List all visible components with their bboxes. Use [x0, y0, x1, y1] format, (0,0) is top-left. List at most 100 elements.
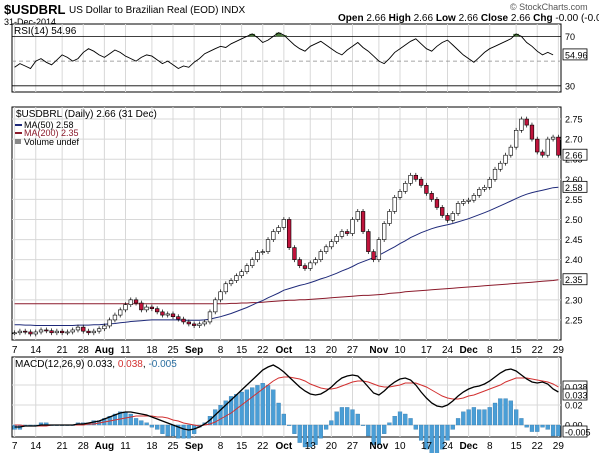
stockcharts-watermark: © StockCharts.com — [510, 2, 588, 12]
macd-histogram-bar — [424, 424, 429, 450]
candle-up — [202, 321, 207, 325]
macd-histogram-bar — [255, 385, 260, 426]
macd-histogram-bar — [271, 389, 276, 426]
macd-histogram-bar — [339, 407, 345, 426]
candle-down — [286, 219, 292, 248]
price-panel: 2.252.302.352.402.452.502.552.602.652.70… — [11, 106, 588, 341]
candle-up — [281, 219, 287, 228]
candle-up — [492, 168, 498, 180]
macd-legend-signal: 0.038 — [118, 359, 143, 370]
ma200-value-label-box — [562, 273, 588, 286]
candle-down — [133, 299, 139, 304]
rsi-current-value-box — [562, 48, 588, 61]
macd-histogram-bar — [128, 413, 133, 426]
candle-up — [102, 325, 107, 330]
macd-histogram-bar — [139, 420, 144, 426]
macd-histogram-bar — [376, 424, 382, 445]
candle-up — [260, 251, 265, 253]
macd-histogram-bar — [455, 418, 461, 426]
macd-x-tick-label: Nov — [369, 441, 388, 452]
candle-down — [176, 316, 181, 320]
price-x-tick-label: Nov — [369, 345, 388, 356]
rsi-panel: RSI(14) 54.96 70 30 54.96 — [11, 23, 588, 93]
price-x-tick-label: Oct — [276, 345, 293, 356]
close-value: 2.66 — [510, 13, 531, 24]
macd-histogram-bar — [260, 383, 265, 426]
macd-x-axis: 7 14 21 28 Aug 11 18 25 Sep 8 15 22 Oct 13 20 27 Nov 10 17… — [12, 441, 565, 452]
price-tick-label: 2.55 — [565, 195, 583, 205]
ohlc-summary: Open 2.66 High 2.66 Low 2.66 Close 2.66 … — [338, 13, 599, 24]
price-x-tick-label: 13 — [305, 345, 317, 356]
macd-histogram-bar — [165, 424, 170, 437]
macd-histogram-bar — [287, 424, 292, 426]
macd-x-tick-label: Aug — [95, 441, 114, 452]
description-text: US Dollar to Brazilian Real (EOD) — [69, 5, 219, 16]
macd-histogram-bar — [223, 400, 228, 426]
macd-x-tick-label: 11 — [120, 441, 131, 452]
candle-down — [297, 259, 302, 266]
macd-histogram-bar — [445, 424, 450, 441]
macd-histogram-bar — [482, 409, 487, 426]
price-frame — [11, 106, 562, 341]
macd-x-tick-label: 8 — [487, 441, 493, 452]
macd-histogram-bar — [244, 389, 250, 426]
macd-histogram-bar — [514, 409, 519, 426]
macd-x-tick-label: 20 — [326, 441, 338, 452]
candle-up — [376, 239, 382, 260]
candle-down — [60, 330, 65, 334]
ma200-legend: MA(200) 2.35 — [24, 128, 79, 138]
candle-up — [265, 239, 271, 252]
open-label: Open — [338, 13, 364, 24]
macd-x-tick-label: 29 — [553, 441, 565, 452]
candle-up — [323, 246, 329, 252]
macd-legend-macd: MACD(12,26,9) 0.033 — [15, 359, 113, 370]
candle-up — [545, 138, 550, 156]
macd-tick-label: 0.02 — [565, 401, 583, 411]
ticker-symbol: $USDBRL — [4, 2, 66, 17]
price-x-tick-label: Aug — [95, 345, 114, 356]
candle-up — [329, 241, 334, 248]
macd-histogram-bar — [360, 424, 366, 426]
macd-x-tick-label: 15 — [236, 441, 248, 452]
ma200-line — [14, 279, 559, 305]
candle-up — [96, 328, 102, 332]
price-tick-label: 2.45 — [565, 235, 583, 245]
candle-up — [33, 331, 38, 335]
macd-x-tick-label: 14 — [30, 441, 42, 452]
macd-histogram-bar — [545, 424, 550, 430]
candle-down — [434, 199, 440, 208]
candle-up — [313, 259, 318, 264]
candle-up — [112, 314, 118, 321]
macd-histogram-bar — [308, 424, 313, 448]
candle-up — [397, 191, 403, 198]
price-x-tick-label: 8 — [218, 345, 224, 356]
macd-histogram-bar — [133, 418, 139, 426]
macd-legend-sep: , — [143, 359, 149, 370]
candle-down — [155, 308, 160, 313]
candle-down — [191, 323, 197, 326]
price-x-tick-label: Sep — [185, 345, 203, 356]
macd-histogram-bar — [170, 424, 176, 437]
macd-tick-label: 0.00 — [565, 421, 583, 431]
high-label: High — [388, 13, 411, 24]
macd-x-tick-label: 25 — [167, 441, 179, 452]
macd-x-tick-label: Sep — [185, 441, 203, 452]
price-legend: $USDBRL (Daily) 2.66 (31 Dec) — [16, 109, 157, 120]
candle-up — [144, 306, 149, 311]
volume-legend-swatch — [15, 139, 21, 144]
candle-down — [540, 151, 545, 156]
price-x-tick-label: 18 — [146, 345, 158, 356]
price-x-tick-label: 24 — [442, 345, 454, 356]
price-x-tick-label: 17 — [421, 345, 433, 356]
candle-up — [519, 118, 524, 131]
candle-down — [556, 136, 561, 156]
macd-histogram-bar — [387, 422, 392, 426]
ma200-value-label: 2.35 — [565, 275, 583, 285]
macd-histogram-bar — [345, 407, 350, 426]
hist-value-label: -0.005 — [565, 428, 591, 438]
price-x-tick-label: 14 — [30, 345, 42, 356]
high-value: 2.66 — [413, 13, 434, 24]
candle-down — [186, 321, 191, 325]
macd-signal-line — [14, 376, 559, 427]
candle-down — [413, 174, 418, 180]
